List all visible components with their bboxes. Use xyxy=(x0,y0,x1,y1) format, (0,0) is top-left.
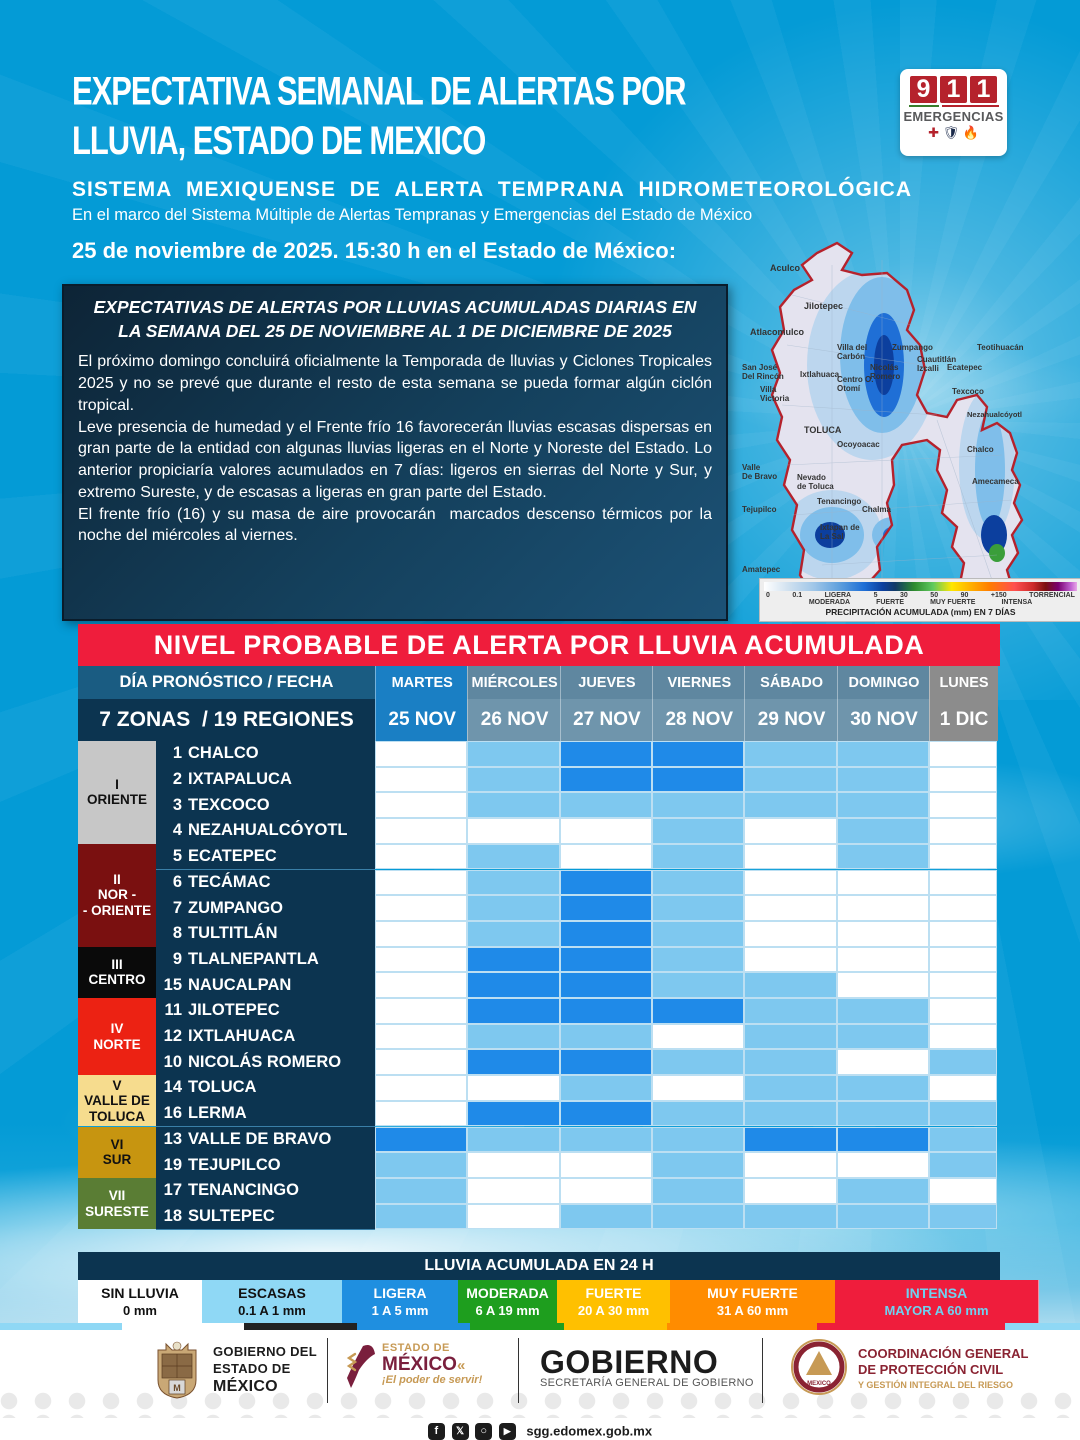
svg-text:M: M xyxy=(173,1383,181,1393)
svg-text:MEXICO: MEXICO xyxy=(807,1381,831,1387)
